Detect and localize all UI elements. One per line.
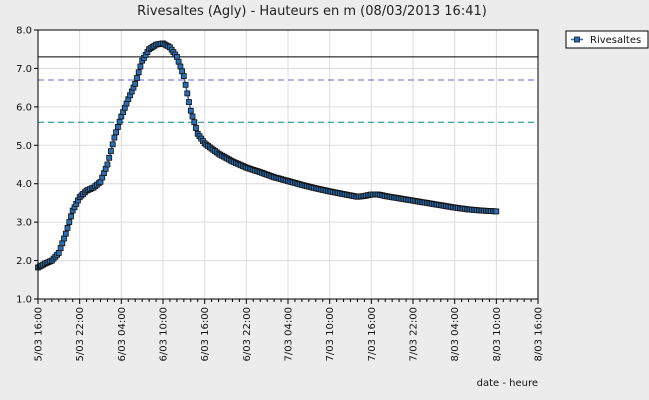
data-point: [106, 154, 113, 161]
grid: [37, 29, 539, 300]
y-tick-label: 8.0: [16, 26, 32, 37]
legend-entry-rivesaltes: Rivesaltes: [590, 35, 641, 46]
data-point: [182, 81, 189, 88]
data-point: [132, 80, 139, 87]
y-tick-label: 2.0: [16, 256, 32, 267]
legend: Rivesaltes: [565, 30, 649, 49]
data-point: [62, 230, 69, 237]
data-point: [175, 58, 182, 65]
y-tick-label: 6.0: [16, 102, 32, 113]
x-tick-label: 6/03 10:00: [159, 307, 170, 361]
data-point: [55, 249, 62, 256]
data-point: [59, 240, 66, 247]
data-point: [104, 161, 111, 168]
x-tick-label: 5/03 22:00: [75, 307, 86, 361]
x-tick-label: 6/03 22:00: [242, 307, 253, 361]
x-tick-label: 8/03 16:00: [534, 307, 545, 361]
data-point: [57, 245, 64, 252]
y-tick-label: 4.0: [16, 179, 32, 190]
x-tick-label: 6/03 16:00: [200, 307, 211, 361]
x-tick-label: 7/03 04:00: [284, 307, 295, 361]
x-axis-ticks: 5/03 16:00 5/03 22:00 6/03 04:00 6/03 10:00…: [34, 299, 545, 361]
data-point: [64, 224, 71, 231]
data-point: [137, 63, 144, 70]
data-point: [109, 141, 116, 148]
x-axis-label: date - heure: [477, 378, 538, 389]
data-point: [68, 213, 74, 220]
x-tick-label: 5/03 16:00: [34, 307, 45, 361]
y-tick-label: 3.0: [16, 218, 32, 229]
data-point: [111, 134, 118, 141]
chart-title: Rivesaltes (Agly) - Hauteurs en m (08/03…: [137, 4, 487, 19]
data-point: [193, 125, 199, 131]
x-tick-label: 6/03 04:00: [117, 307, 128, 361]
data-point: [115, 124, 121, 130]
data-point: [173, 54, 180, 60]
data-point: [66, 219, 73, 226]
x-tick-label: 8/03 04:00: [450, 307, 461, 361]
data-point: [179, 68, 186, 75]
data-point: [108, 148, 114, 155]
legend-box: [565, 30, 649, 49]
data-point: [134, 75, 140, 81]
data-point: [189, 113, 196, 120]
x-tick-label: 7/03 16:00: [367, 307, 378, 361]
data-point: [116, 118, 123, 125]
data-point: [493, 208, 500, 215]
data-point: [135, 69, 142, 76]
data-point: [177, 63, 184, 70]
y-tick-label: 1.0: [16, 295, 32, 306]
data-point: [191, 119, 198, 126]
series-rivesaltes: [35, 40, 500, 271]
y-tick-label: 5.0: [16, 141, 32, 152]
data-point: [113, 129, 119, 136]
legend-marker-swatch: [574, 36, 580, 43]
data-point: [184, 90, 191, 97]
data-point: [186, 99, 192, 105]
x-tick-label: 7/03 10:00: [325, 307, 336, 361]
data-point: [187, 107, 194, 114]
y-tick-label: 7.0: [16, 64, 32, 75]
data-point: [61, 235, 67, 242]
data-point: [180, 73, 187, 79]
x-tick-label: 7/03 22:00: [409, 307, 420, 361]
x-tick-label: 8/03 10:00: [492, 307, 503, 361]
y-axis-ticks: 1.0 2.0 3.0 4.0 5.0 6.0 7.0 8.0: [16, 26, 38, 306]
